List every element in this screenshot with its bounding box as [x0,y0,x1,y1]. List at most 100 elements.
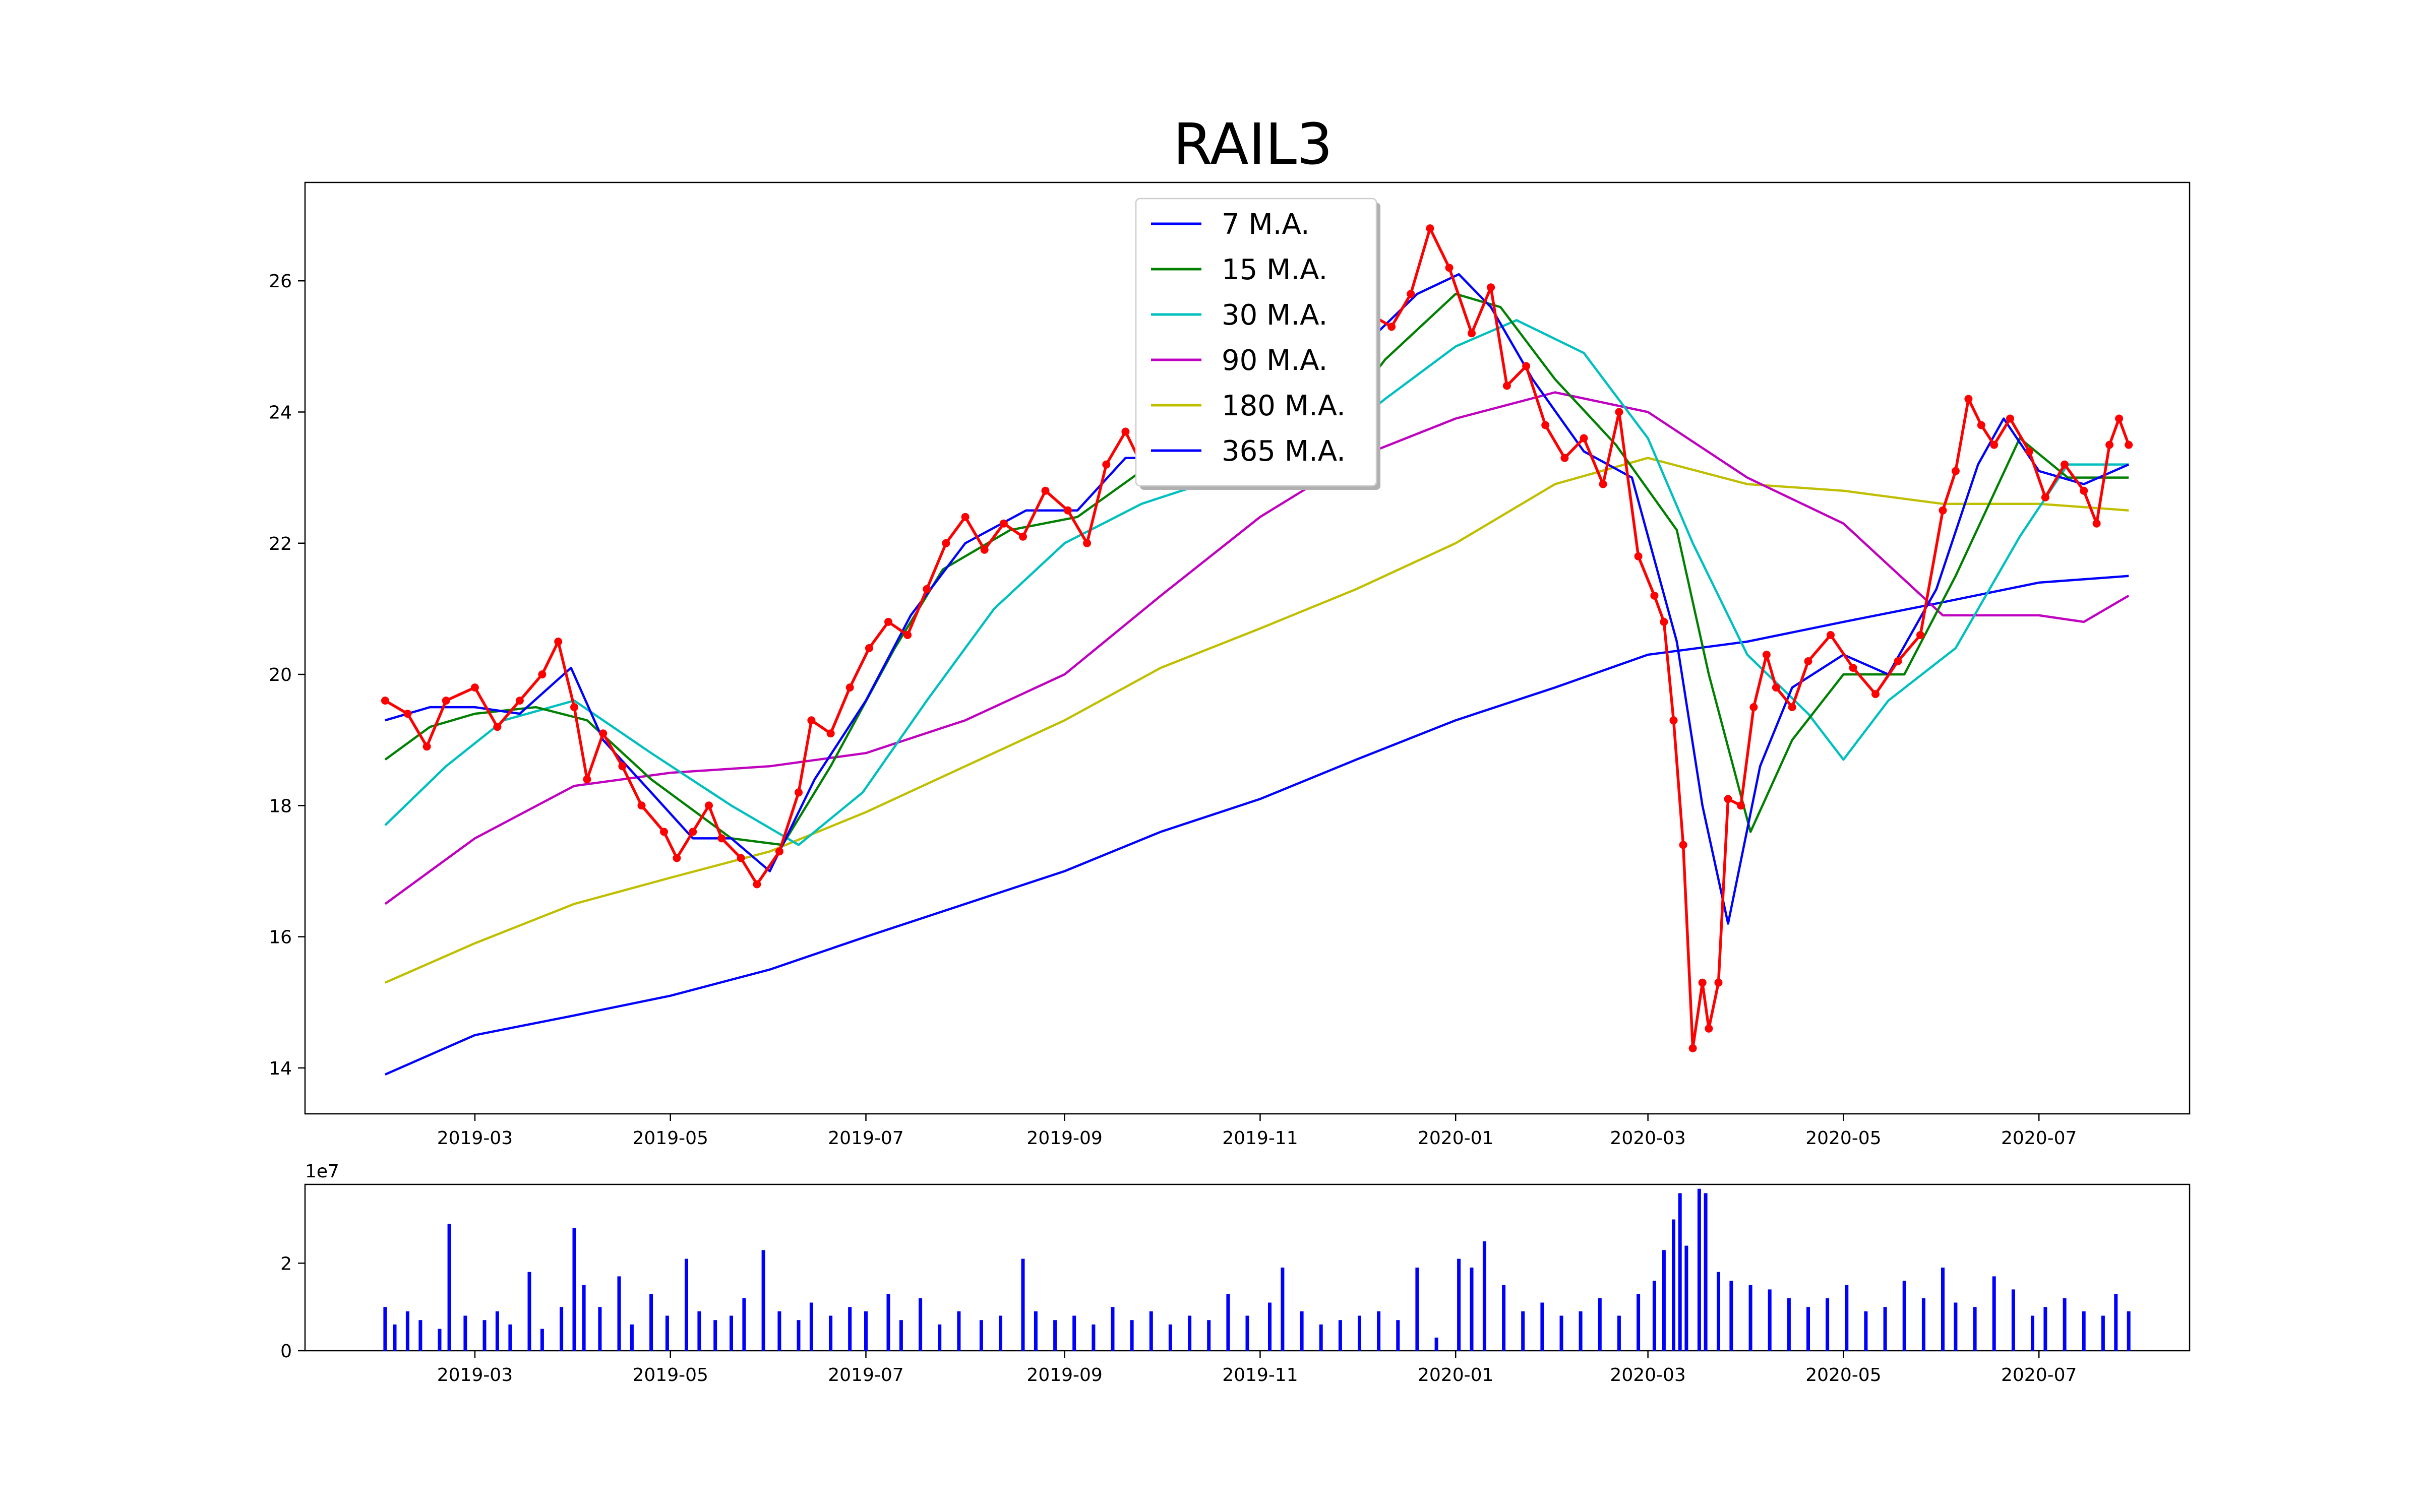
price-point [515,697,524,705]
price-point [1502,382,1511,390]
volume-bar [730,1315,733,1351]
volume-bar [495,1311,499,1351]
volume-bar [1652,1281,1656,1351]
volume-bar [447,1224,451,1351]
price-point [999,519,1008,528]
volume-bar [1300,1311,1304,1351]
volume-bar [1358,1315,1361,1351]
volume-bar [742,1298,746,1351]
volume-bar [598,1307,602,1351]
price-point [961,513,970,521]
price-point [1560,454,1569,462]
price-point [1407,290,1415,298]
volume-x-tick-label: 2019-09 [1026,1365,1102,1385]
volume-bar [919,1298,923,1351]
price-point [717,834,726,843]
volume-bar [1053,1320,1057,1351]
price-point [1121,427,1130,436]
price-point [422,742,431,751]
volume-bar [383,1307,387,1351]
volume-bar [1092,1324,1096,1351]
volume-bar [2043,1307,2047,1351]
price-point [1102,460,1111,469]
price-point [1871,690,1880,699]
volume-x-tick-label: 2019-03 [437,1365,513,1385]
x-tick-label: 2020-07 [2001,1128,2077,1149]
x-tick-label: 2019-11 [1222,1128,1298,1149]
volume-bar [617,1276,621,1351]
price-point [538,670,547,679]
volume-bar [1245,1315,1249,1351]
volume-bar [979,1320,983,1351]
price-point [689,828,697,836]
legend-label: 7 M.A. [1222,208,1310,241]
price-point [1737,801,1745,810]
volume-bar [777,1311,781,1351]
volume-unit-label: 1e7 [305,1161,339,1182]
price-point [442,697,450,705]
volume-x-tick-label: 2020-01 [1418,1365,1493,1385]
price-point [1041,486,1050,495]
volume-bar [685,1258,688,1351]
legend-label: 180 M.A. [1222,390,1346,422]
price-point [673,854,681,862]
price-point [1445,264,1454,272]
x-tick-label: 2019-07 [828,1128,903,1149]
price-point [1724,795,1732,803]
volume-bar [1319,1324,1323,1351]
price-point [1894,657,1902,665]
volume-bar [1268,1302,1272,1351]
y-tick-label: 26 [269,271,292,292]
volume-bar [405,1311,409,1351]
volume-bar [630,1324,634,1351]
price-point [1990,440,1999,449]
volume-y-tick-label: 2 [280,1253,292,1274]
volume-bar [572,1228,576,1351]
volume-bar [761,1250,765,1351]
volume-x-tick-label: 2019-07 [828,1365,903,1385]
y-tick-label: 18 [269,796,292,816]
volume-bar [1662,1250,1666,1351]
volume-bar [1559,1315,1563,1351]
volume-bar [560,1307,564,1351]
volume-bar [713,1320,717,1351]
price-point [2115,414,2124,423]
volume-bar [829,1315,833,1351]
volume-bar [527,1272,531,1351]
price-point [923,585,931,593]
volume-bar [2101,1315,2105,1351]
volume-bar [797,1320,801,1351]
price-point [599,729,608,738]
volume-bar [957,1311,961,1351]
volume-bar [1704,1193,1708,1351]
legend-label: 90 M.A. [1222,344,1327,377]
volume-bar [1678,1193,1682,1351]
volume-bar [1748,1285,1752,1351]
price-point [826,729,835,738]
volume-bar [1902,1281,1906,1351]
volume-bar [1973,1307,1977,1351]
volume-bar [508,1324,512,1351]
volume-bar [418,1320,422,1351]
legend-label: 15 M.A. [1222,254,1327,286]
legend: 7 M.A. 15 M.A. 30 M.A. 90 M.A. 180 M.A. 365 M… [1135,198,1380,490]
price-point [705,801,713,810]
volume-bar [2031,1315,2034,1351]
volume-bar [1281,1268,1285,1351]
volume-bar [1954,1302,1958,1351]
volume-x-tick-label: 2020-05 [1805,1365,1881,1385]
price-point [1788,703,1796,712]
price-point [1660,617,1668,626]
price-point [1019,532,1027,541]
volume-bar [2114,1294,2118,1351]
y-tick-label: 20 [269,665,292,685]
price-point [2061,460,2069,469]
volume-bar [582,1285,586,1351]
volume-bar [1717,1272,1720,1351]
price-point [381,697,389,705]
volume-bar [393,1324,397,1351]
price-point [1705,1024,1713,1033]
volume-bar [1338,1320,1342,1351]
volume-bar [1072,1315,1076,1351]
